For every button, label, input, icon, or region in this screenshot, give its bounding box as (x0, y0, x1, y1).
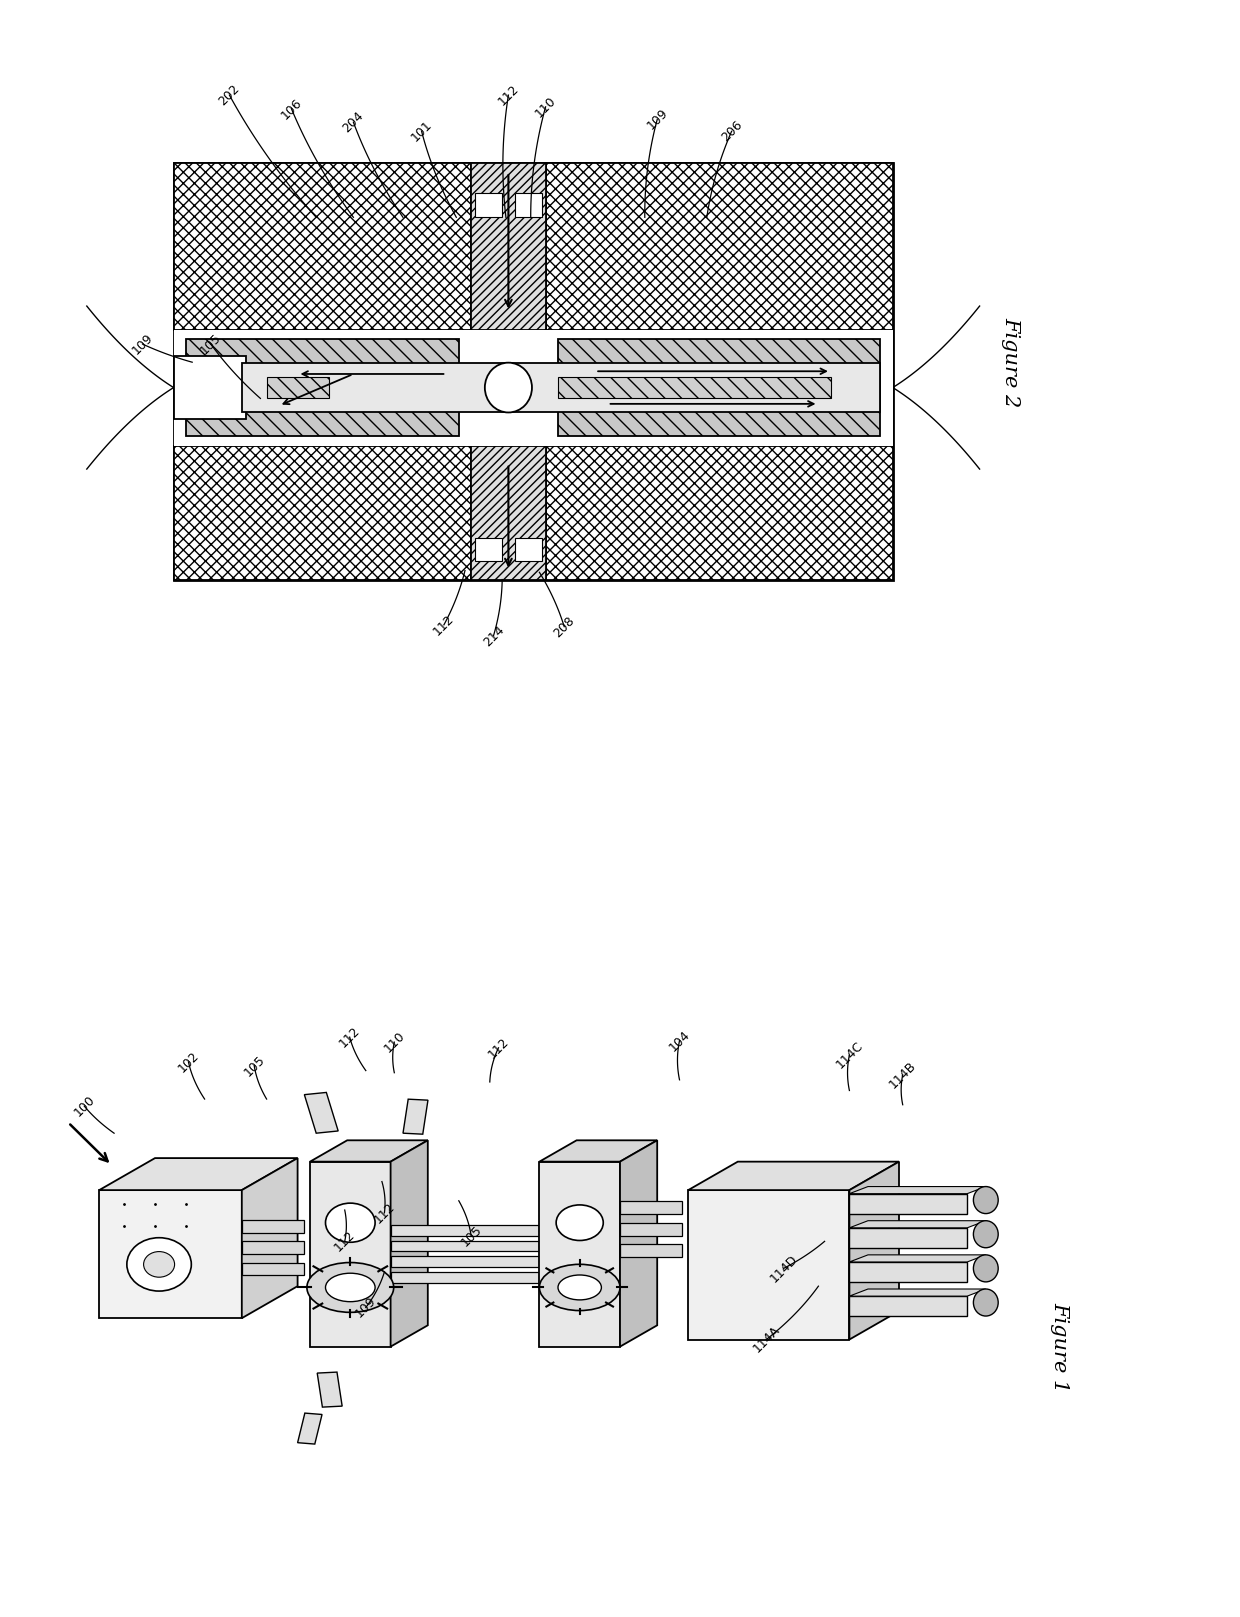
Text: 202: 202 (217, 82, 242, 108)
Polygon shape (849, 1221, 986, 1227)
Polygon shape (849, 1187, 986, 1193)
Text: 112: 112 (332, 1229, 357, 1255)
Bar (475, 194, 502, 217)
Polygon shape (99, 1158, 298, 1190)
Text: 114C: 114C (833, 1038, 866, 1070)
Text: 106: 106 (279, 95, 304, 121)
Polygon shape (849, 1289, 986, 1297)
Text: 208: 208 (551, 613, 578, 640)
Ellipse shape (325, 1273, 374, 1302)
Bar (849, 1261, 967, 1282)
Text: 100: 100 (71, 1093, 98, 1119)
Text: 204: 204 (341, 110, 366, 136)
Bar (304, 1093, 339, 1134)
Text: 105: 105 (241, 1053, 268, 1079)
Text: 114B: 114B (887, 1059, 919, 1091)
Bar (471, 163, 546, 330)
Bar (391, 1273, 539, 1282)
Bar (242, 364, 880, 412)
Ellipse shape (325, 1203, 374, 1242)
Text: 112: 112 (486, 1035, 511, 1061)
Text: 109: 109 (645, 107, 670, 133)
Polygon shape (849, 1161, 899, 1339)
Polygon shape (242, 1158, 298, 1318)
Text: 112: 112 (432, 611, 456, 637)
Polygon shape (688, 1190, 849, 1339)
Bar (267, 377, 329, 398)
Bar (174, 446, 471, 579)
Bar (471, 446, 546, 579)
Ellipse shape (973, 1187, 998, 1214)
Text: Figure 1: Figure 1 (1050, 1302, 1070, 1392)
Text: 114A: 114A (750, 1324, 782, 1355)
Ellipse shape (973, 1255, 998, 1282)
Bar (242, 1219, 304, 1232)
Text: 104: 104 (667, 1028, 692, 1054)
Polygon shape (688, 1161, 899, 1190)
Ellipse shape (539, 1264, 620, 1310)
Bar (242, 1263, 304, 1276)
Text: 112: 112 (372, 1200, 397, 1226)
Bar (620, 1222, 682, 1235)
Polygon shape (539, 1140, 657, 1161)
Bar (391, 1226, 539, 1235)
Ellipse shape (126, 1237, 191, 1290)
Polygon shape (391, 1140, 428, 1347)
Bar (558, 338, 880, 437)
Text: 105: 105 (197, 331, 224, 357)
Text: Figure 2: Figure 2 (1001, 317, 1021, 407)
Ellipse shape (485, 362, 532, 412)
Ellipse shape (973, 1221, 998, 1248)
Bar (403, 1100, 428, 1134)
Bar (515, 537, 542, 561)
Bar (546, 446, 893, 579)
Text: 101: 101 (409, 118, 434, 144)
Polygon shape (310, 1140, 428, 1161)
Bar (174, 356, 246, 419)
Bar (546, 163, 893, 330)
Text: 110: 110 (382, 1028, 407, 1056)
Ellipse shape (558, 1274, 601, 1300)
Text: 105: 105 (458, 1224, 485, 1250)
Bar (849, 1193, 967, 1214)
Bar (317, 1373, 342, 1407)
Bar (391, 1256, 539, 1268)
Bar (515, 194, 542, 217)
Text: 110: 110 (533, 94, 558, 120)
Bar (620, 1243, 682, 1256)
Bar (298, 1413, 322, 1444)
Bar (849, 1227, 967, 1248)
Polygon shape (310, 1161, 391, 1347)
Text: 109: 109 (353, 1295, 378, 1321)
Ellipse shape (144, 1252, 175, 1277)
Bar (174, 163, 471, 330)
Polygon shape (849, 1255, 986, 1261)
Text: 206: 206 (719, 118, 744, 144)
Text: 112: 112 (337, 1024, 362, 1049)
Bar (620, 1201, 682, 1214)
Bar (849, 1297, 967, 1316)
Text: 112: 112 (496, 82, 521, 108)
Bar (174, 330, 893, 446)
Bar (391, 1240, 539, 1252)
Text: 114D: 114D (768, 1252, 800, 1286)
Ellipse shape (306, 1263, 393, 1313)
Text: 102: 102 (176, 1049, 201, 1075)
Text: 214: 214 (481, 623, 506, 648)
Bar (558, 377, 831, 398)
Ellipse shape (973, 1289, 998, 1316)
Bar (475, 537, 502, 561)
Bar (242, 1242, 304, 1255)
Text: 109: 109 (130, 331, 155, 357)
Bar (174, 163, 893, 579)
Ellipse shape (557, 1205, 603, 1240)
Polygon shape (539, 1161, 620, 1347)
Polygon shape (99, 1190, 242, 1318)
Polygon shape (620, 1140, 657, 1347)
Bar (186, 338, 459, 437)
